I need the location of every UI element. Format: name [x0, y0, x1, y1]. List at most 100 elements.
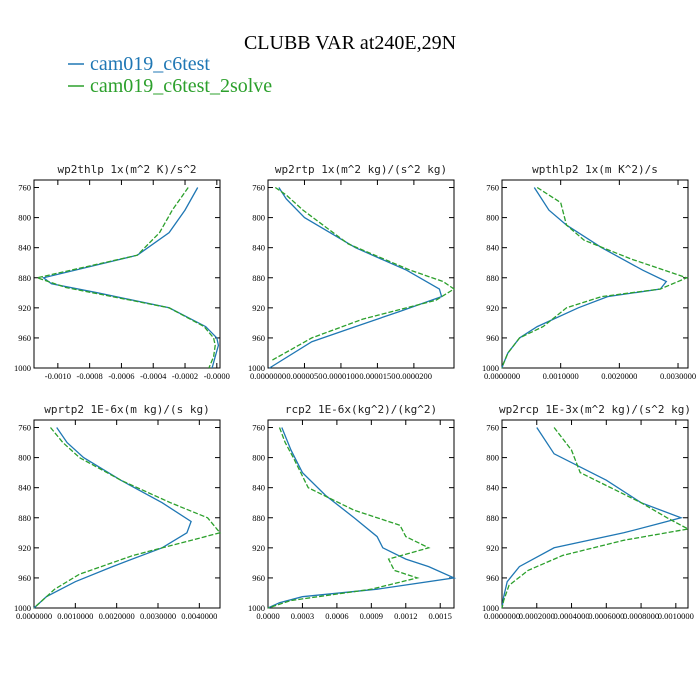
y-tick-label: 960: [18, 573, 31, 583]
x-tick-label: 0.0030000: [660, 371, 696, 381]
panel-title: wp2thlp 1x(m^2 K)/s^2: [57, 163, 196, 176]
plot-frame: [267, 179, 455, 369]
x-tick-label: 0.0000000: [16, 611, 52, 621]
y-tick-label: 840: [252, 483, 265, 493]
y-tick-label: 1000: [14, 603, 31, 613]
series-line: [501, 187, 668, 369]
x-tick-label: 0.0020000: [601, 371, 637, 381]
x-tick-label: 0.0002000: [519, 611, 555, 621]
legend-label: cam019_c6test: [90, 53, 210, 75]
y-tick-label: 800: [486, 213, 499, 223]
x-tick-label: 0.0006000: [588, 611, 624, 621]
y-tick-label: 760: [252, 423, 265, 433]
y-tick-label: 1000: [248, 363, 265, 373]
chart-panel: wp2thlp 1x(m^2 K)/s^2 760 800 840 880 920 960 1…: [14, 163, 230, 381]
y-tick-label: 880: [252, 273, 265, 283]
y-tick-label: 920: [486, 543, 499, 553]
panels: wp2thlp 1x(m^2 K)/s^2 760 800 840 880 920 960 1…: [14, 163, 696, 621]
panel-title: wprtp2 1E-6x(m kg)/(s kg): [44, 403, 210, 416]
y-tick-label: 960: [486, 573, 499, 583]
y-tick-label: 960: [252, 333, 265, 343]
y-tick-label: 840: [486, 243, 499, 253]
x-tick-label: -0.0004: [140, 371, 167, 381]
series-line: [33, 427, 222, 609]
series-line: [501, 427, 690, 609]
y-tick-label: 1000: [14, 363, 31, 373]
chart-panel: wp2rtp 1x(m^2 kg)/(s^2 kg) 760 800 840 880 92…: [248, 163, 456, 381]
panel-title: wpthlp2 1x(m K^2)/s: [532, 163, 658, 176]
x-tick-label: 0.0000100: [323, 371, 359, 381]
y-tick-label: 1000: [248, 603, 265, 613]
plot-frame: [33, 179, 221, 369]
y-tick-label: 960: [18, 333, 31, 343]
y-tick-label: 800: [252, 213, 265, 223]
chart-panel: wprtp2 1E-6x(m kg)/(s kg) 760 800 840 880 920…: [14, 403, 222, 621]
y-tick-label: 840: [18, 483, 31, 493]
panel-title: wp2rcp 1E-3x(m^2 kg)/(s^2 kg): [499, 403, 691, 416]
series-line: [269, 187, 443, 369]
figure-title: CLUBB VAR at240E,29N: [244, 32, 456, 54]
x-tick-label: 0.0000150: [359, 371, 395, 381]
series-line: [501, 427, 684, 609]
series-line: [271, 186, 456, 362]
x-tick-label: 0.0000000: [484, 371, 520, 381]
plot-frame: [501, 179, 689, 369]
x-tick-label: -0.0000: [204, 371, 230, 381]
y-tick-label: 800: [18, 453, 31, 463]
plot-frame: [501, 419, 689, 609]
series-line: [33, 427, 192, 609]
x-tick-label: 0.0006: [325, 611, 348, 621]
chart-panel: rcp2 1E-6x(kg^2)/(kg^2) 760 800 840 880 920 96…: [248, 403, 457, 621]
y-tick-label: 920: [252, 543, 265, 553]
y-tick-label: 760: [18, 183, 31, 193]
x-tick-label: 0.0003: [291, 611, 314, 621]
legend-label: cam019_c6test_2solve: [90, 75, 272, 97]
y-tick-label: 960: [252, 573, 265, 583]
y-tick-label: 840: [486, 483, 499, 493]
y-tick-label: 760: [18, 423, 31, 433]
series-line: [34, 187, 216, 369]
y-tick-label: 800: [486, 453, 499, 463]
x-tick-label: 0.0010000: [658, 611, 694, 621]
x-tick-label: 0.0012: [394, 611, 417, 621]
y-tick-label: 880: [252, 513, 265, 523]
x-tick-label: 0.0000000: [484, 611, 520, 621]
panel-title: rcp2 1E-6x(kg^2)/(kg^2): [285, 403, 437, 416]
x-tick-label: 0.0008000: [623, 611, 659, 621]
y-tick-label: 880: [486, 513, 499, 523]
x-tick-label: 0.0015: [429, 611, 452, 621]
chart-panel: wp2rcp 1E-3x(m^2 kg)/(s^2 kg)760 800 840 88…: [482, 403, 694, 621]
x-tick-label: 0.0000200: [396, 371, 432, 381]
y-tick-label: 880: [18, 513, 31, 523]
series-line: [501, 186, 689, 369]
y-tick-label: 840: [18, 243, 31, 253]
y-tick-label: 920: [486, 303, 499, 313]
y-tick-label: 1000: [482, 603, 499, 613]
series-line: [42, 187, 220, 369]
panel-title: wp2rtp 1x(m^2 kg)/(s^2 kg): [275, 163, 447, 176]
x-tick-label: 0.0040000: [181, 611, 217, 621]
x-tick-label: 0.0000050: [286, 371, 322, 381]
y-tick-label: 960: [486, 333, 499, 343]
y-tick-label: 880: [486, 273, 499, 283]
x-tick-label: 0.0000000: [250, 371, 286, 381]
series-line: [267, 427, 431, 609]
plot-frame: [267, 419, 455, 609]
x-tick-label: 0.0004000: [553, 611, 589, 621]
y-tick-label: 760: [486, 423, 499, 433]
x-tick-label: 0.0009: [360, 611, 383, 621]
x-tick-label: -0.0006: [108, 371, 134, 381]
y-tick-label: 920: [18, 543, 31, 553]
series-line: [267, 427, 457, 609]
chart-panel: wpthlp2 1x(m K^2)/s 760 800 840 880 920 960 100…: [482, 163, 696, 381]
x-tick-label: -0.0008: [77, 371, 103, 381]
x-tick-label: 0.0010000: [57, 611, 93, 621]
y-tick-label: 920: [252, 303, 265, 313]
x-tick-label: 0.0000: [256, 611, 279, 621]
x-tick-label: 0.0010000: [543, 371, 579, 381]
y-tick-label: 840: [252, 243, 265, 253]
y-tick-label: 880: [18, 273, 31, 283]
y-tick-label: 1000: [482, 363, 499, 373]
